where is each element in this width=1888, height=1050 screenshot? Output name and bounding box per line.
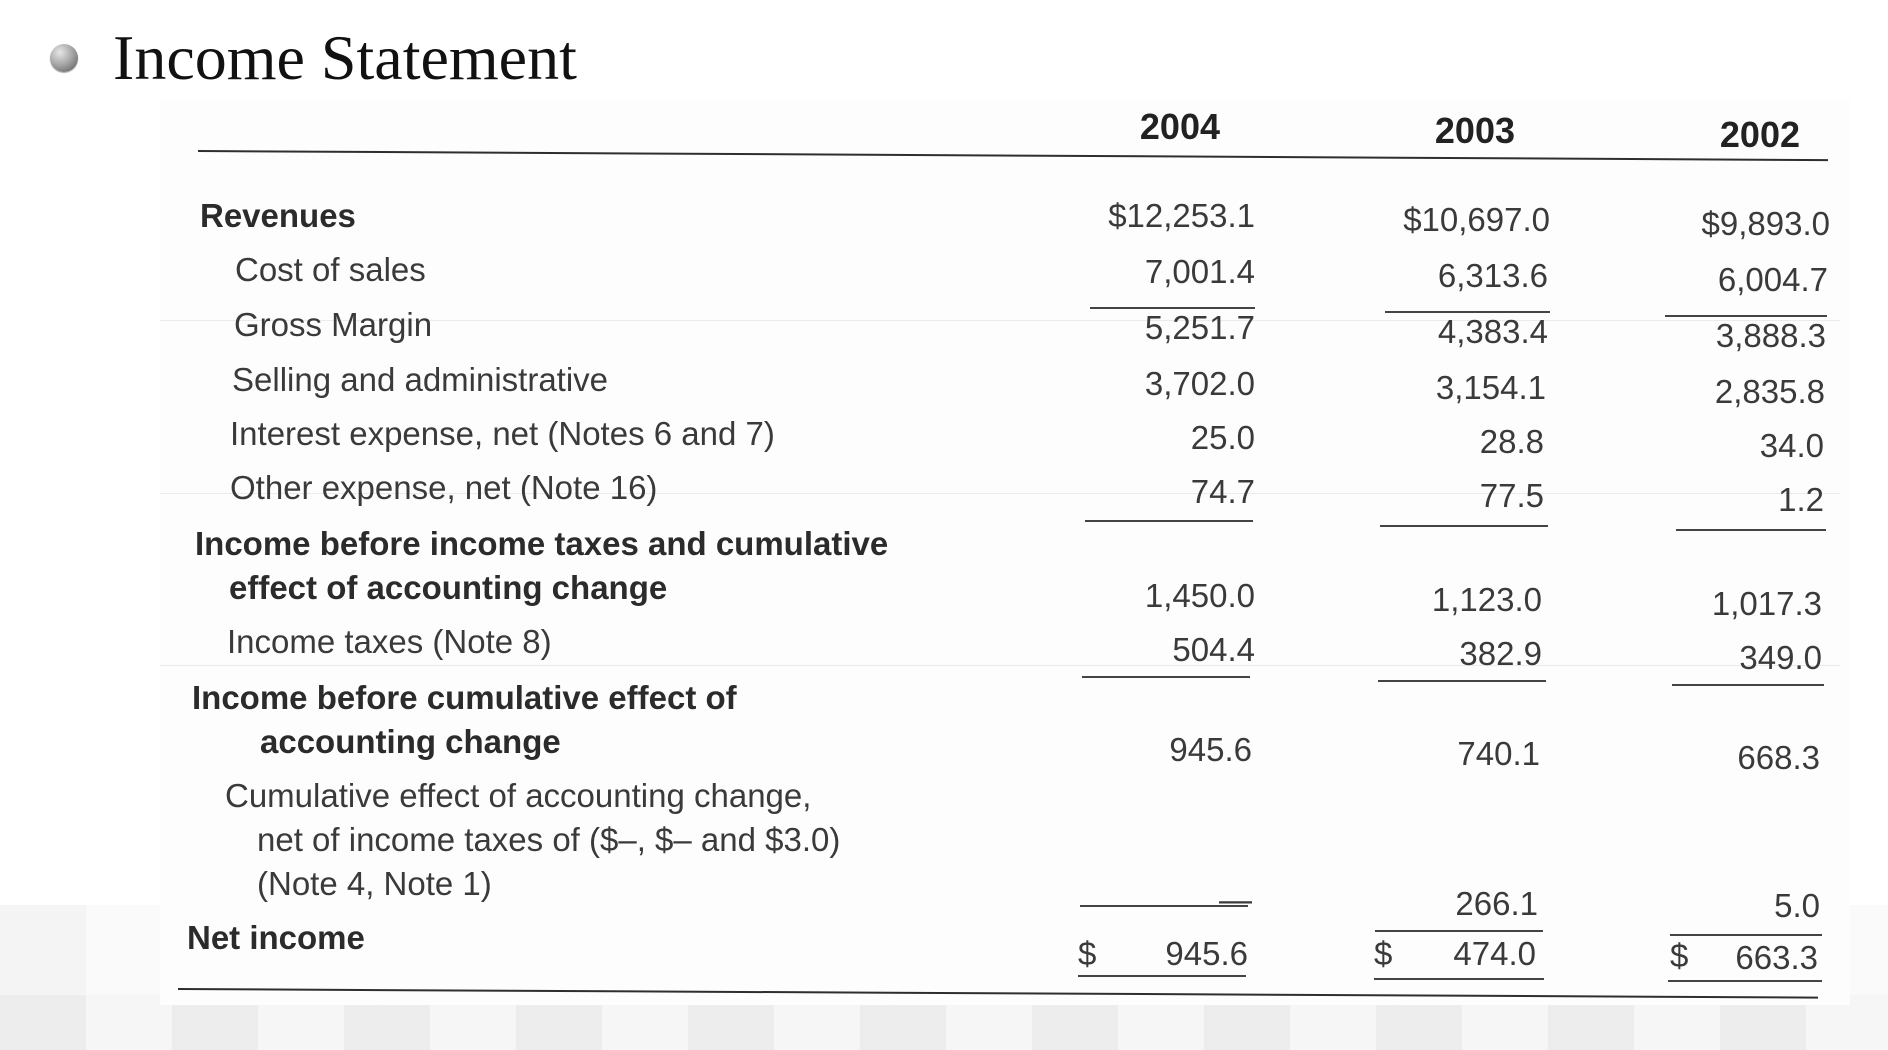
row-label-cumulative-effect-line1: Cumulative effect of accounting change, (225, 777, 812, 814)
subtotal-rule (1378, 680, 1546, 682)
cell-gross-margin-2003: 4,383.4 (1437, 313, 1548, 350)
cell-income-before-taxes-2003: 1,123.0 (1431, 581, 1542, 618)
subtotal-rule (1080, 905, 1248, 907)
total-rule (1374, 978, 1544, 980)
cell-selling-admin-2004: 3,702.0 (1144, 365, 1255, 402)
cell-income-taxes-2002: 349.0 (1739, 639, 1822, 676)
year-header-2002: 2002 (1719, 114, 1800, 155)
cell-income-taxes-2003: 382.9 (1459, 635, 1542, 672)
subtotal-rule (1090, 307, 1255, 309)
cell-cumulative-effect-2002: 5.0 (1774, 887, 1820, 924)
cell-cumulative-effect-2003: 266.1 (1455, 885, 1538, 922)
cell-net-income-2002: 663.3 (1735, 939, 1818, 976)
subtotal-rule (1082, 676, 1250, 678)
cell-cost-of-sales-2003: 6,313.6 (1437, 257, 1548, 294)
cell-income-before-cumulative-2003: 740.1 (1457, 735, 1540, 772)
divider (160, 665, 1840, 666)
row-label-revenues: Revenues (200, 197, 356, 234)
cell-cumulative-effect-2004: — (1219, 881, 1252, 918)
slide-title: Income Statement (113, 22, 577, 93)
cell-interest-2004: 25.0 (1190, 419, 1255, 456)
cell-gross-margin-2002: 3,888.3 (1715, 317, 1826, 354)
row-label-income-before-cumulative-line2: accounting change (260, 723, 561, 760)
cell-net-income-2003: 474.0 (1453, 935, 1536, 972)
cell-income-taxes-2004: 504.4 (1172, 631, 1255, 668)
row-label-selling-admin: Selling and administrative (232, 361, 609, 398)
cell-other-expense-2004: 74.7 (1190, 473, 1255, 510)
cell-income-before-cumulative-2002: 668.3 (1737, 739, 1820, 776)
subtotal-rule (1670, 934, 1822, 936)
row-label-income-before-taxes-line1: Income before income taxes and cumulativ… (195, 525, 889, 562)
cell-income-before-cumulative-2004: 945.6 (1169, 731, 1252, 768)
row-label-cumulative-effect-line3: (Note 4, Note 1) (257, 865, 492, 902)
year-header-2004: 2004 (1139, 106, 1220, 147)
subtotal-rule (1375, 930, 1543, 932)
row-label-interest-expense: Interest expense, net (Notes 6 and 7) (230, 415, 775, 452)
subtotal-rule (1676, 529, 1826, 531)
row-label-income-before-cumulative-line1: Income before cumulative effect of (192, 679, 737, 716)
cell-revenues-2004: $12,253.1 (1108, 197, 1255, 234)
bullet-icon (50, 44, 78, 72)
cell-other-expense-2003: 77.5 (1479, 477, 1544, 514)
subtotal-rule (1085, 520, 1253, 522)
currency-symbol-2002: $ (1670, 937, 1689, 974)
cell-income-before-taxes-2004: 1,450.0 (1144, 577, 1255, 614)
row-label-cumulative-effect-line2: net of income taxes of ($–, $– and $3.0) (257, 821, 841, 858)
currency-symbol-2004: $ (1078, 935, 1097, 972)
subtotal-rule (1672, 684, 1824, 686)
row-label-income-before-taxes-line2: effect of accounting change (229, 569, 668, 606)
row-label-net-income: Net income (187, 919, 365, 956)
income-statement-table: 2004 2003 2002 Revenues Cost of sales Gr… (160, 100, 1850, 1005)
cell-net-income-2004: 945.6 (1165, 935, 1248, 972)
row-label-income-taxes: Income taxes (Note 8) (227, 623, 552, 660)
row-label-other-expense: Other expense, net (Note 16) (230, 469, 658, 506)
cell-other-expense-2002: 1.2 (1778, 481, 1824, 518)
divider (160, 320, 1840, 321)
cell-revenues-2003: $10,697.0 (1403, 201, 1550, 238)
cell-cost-of-sales-2004: 7,001.4 (1144, 253, 1255, 290)
row-label-gross-margin: Gross Margin (234, 306, 433, 343)
cell-interest-2003: 28.8 (1479, 423, 1544, 460)
cell-cost-of-sales-2002: 6,004.7 (1717, 261, 1828, 298)
cell-gross-margin-2004: 5,251.7 (1144, 309, 1255, 346)
year-header-2003: 2003 (1434, 110, 1515, 151)
cell-selling-admin-2002: 2,835.8 (1714, 373, 1825, 410)
subtotal-rule (1385, 311, 1550, 313)
subtotal-rule (1380, 525, 1548, 527)
cell-selling-admin-2003: 3,154.1 (1435, 369, 1546, 406)
row-label-cost-of-sales: Cost of sales (235, 251, 426, 288)
divider (160, 493, 1840, 494)
cell-income-before-taxes-2002: 1,017.3 (1711, 585, 1822, 622)
table-bottom-rule (177, 988, 1818, 999)
cell-revenues-2002: $9,893.0 (1701, 205, 1830, 242)
currency-symbol-2003: $ (1374, 935, 1393, 972)
cell-interest-2002: 34.0 (1759, 427, 1824, 464)
subtotal-rule (1665, 315, 1827, 317)
total-rule (1668, 980, 1822, 982)
total-rule (1078, 975, 1246, 977)
